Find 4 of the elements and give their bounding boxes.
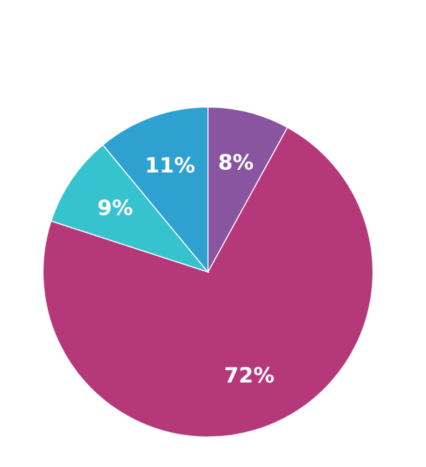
data-label: 9% (97, 196, 134, 220)
data-label: 11% (144, 153, 196, 178)
data-label: 8% (218, 150, 254, 174)
data-label: 72% (224, 363, 274, 388)
